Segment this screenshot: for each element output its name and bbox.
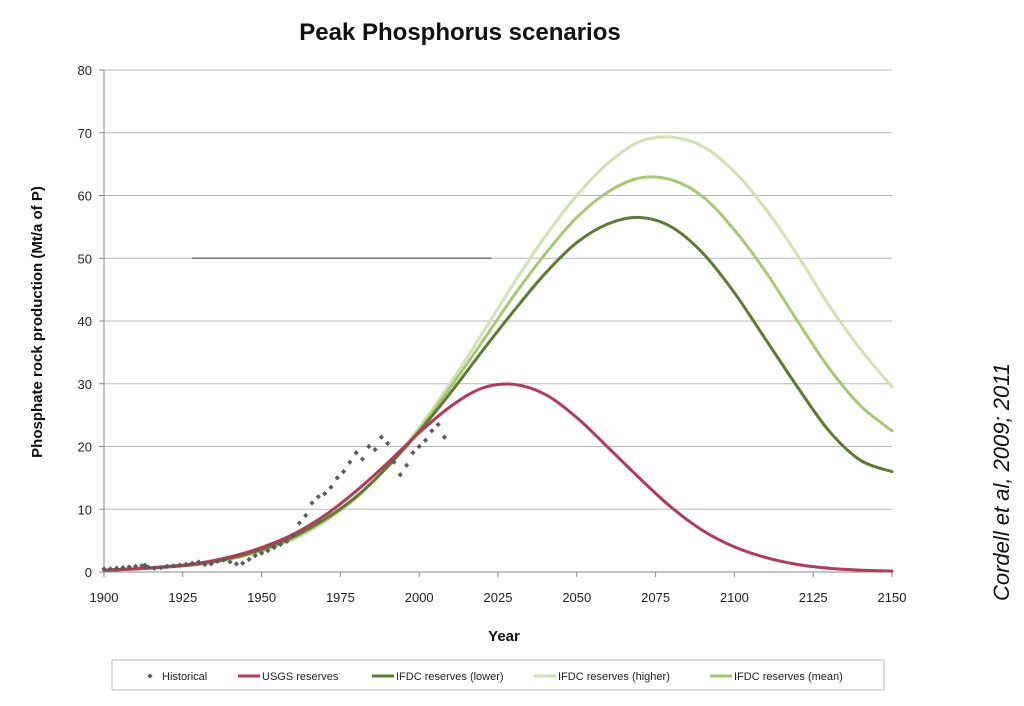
historical-point — [391, 459, 397, 465]
historical-point — [366, 443, 372, 450]
legend-label: Historical — [162, 671, 207, 683]
historical-point — [322, 490, 328, 497]
y-axis-title: Phosphate rock production (Mt/a of P) — [29, 186, 46, 458]
historical-point — [132, 563, 139, 569]
x-tick-label: 2075 — [641, 590, 670, 605]
historical-point — [107, 566, 113, 572]
series-line-usgs-reserves — [102, 382, 894, 573]
historical-point — [145, 564, 151, 570]
historical-point — [195, 559, 202, 565]
historical-point — [101, 566, 107, 572]
historical-point — [265, 548, 271, 554]
historical-point — [221, 557, 227, 563]
historical-point — [177, 562, 183, 568]
historical-point — [303, 512, 309, 519]
legend-label: IFDC reserves (higher) — [558, 671, 670, 683]
historical-point — [227, 559, 233, 565]
historical-point — [277, 541, 284, 547]
historical-point — [429, 428, 435, 434]
historical-point — [340, 469, 347, 475]
historical-point — [202, 561, 208, 568]
historical-point — [416, 443, 422, 450]
historical-point — [126, 564, 132, 570]
x-tick-label: 2100 — [720, 590, 749, 605]
historical-point — [435, 421, 441, 428]
historical-point — [259, 550, 265, 556]
historical-point — [189, 560, 195, 566]
y-tick-label: 80 — [78, 63, 92, 78]
historical-point — [334, 475, 340, 481]
legend-marker-historical — [147, 673, 153, 679]
historical-point — [233, 561, 239, 567]
historical-point — [315, 494, 321, 500]
x-axis-title: Year — [488, 628, 520, 645]
y-tick-label: 60 — [78, 189, 92, 204]
historical-point — [410, 450, 416, 456]
legend-label: IFDC reserves (mean) — [734, 671, 843, 683]
historical-point — [208, 561, 214, 567]
y-tick-label: 30 — [78, 377, 92, 392]
historical-point — [271, 544, 277, 551]
legend-label: USGS reserves — [262, 671, 339, 683]
chart-title: Peak Phosphorus scenarios — [299, 19, 620, 46]
historical-point — [120, 565, 126, 571]
x-tick-label: 2150 — [878, 590, 907, 605]
historical-point — [422, 437, 429, 443]
historical-point — [403, 462, 410, 468]
historical-point — [378, 434, 384, 440]
historical-point — [347, 459, 353, 465]
historical-point — [441, 434, 448, 440]
x-tick-label: 1975 — [326, 590, 355, 605]
x-tick-label: 1950 — [247, 590, 276, 605]
series-historical — [101, 421, 448, 572]
historical-point — [246, 556, 252, 563]
historical-point — [170, 563, 176, 569]
historical-point — [296, 520, 303, 526]
historical-point — [328, 484, 334, 490]
y-tick-label: 10 — [78, 502, 92, 517]
y-tick-label: 20 — [78, 440, 92, 455]
x-tick-label: 2000 — [405, 590, 434, 605]
x-tick-label: 2025 — [484, 590, 513, 605]
historical-point — [114, 565, 120, 571]
historical-point — [397, 472, 403, 478]
legend-label: IFDC reserves (lower) — [396, 671, 504, 683]
series-line-ifdc-reserves-mean — [102, 175, 894, 572]
historical-point — [385, 440, 391, 446]
historical-point — [183, 561, 189, 568]
historical-point — [372, 447, 378, 453]
historical-point — [309, 500, 315, 506]
y-tick-label: 40 — [78, 314, 92, 329]
legend: Historical USGS reserves IFDC reserves (lo… — [111, 659, 885, 691]
series-group — [101, 135, 894, 573]
historical-point — [353, 450, 359, 456]
historical-point — [151, 565, 158, 571]
citation-text: Cordell et al, 2009; 2011 — [989, 363, 1014, 601]
x-tick-label: 1900 — [90, 590, 119, 605]
y-tick-label: 0 — [85, 565, 92, 580]
historical-point — [240, 560, 246, 566]
x-tick-label: 1925 — [168, 590, 197, 605]
historical-point — [284, 538, 290, 544]
x-tick-label: 2050 — [562, 590, 591, 605]
historical-point — [142, 562, 148, 568]
x-tick-label: 2125 — [799, 590, 828, 605]
historical-point — [290, 533, 296, 539]
historical-point — [359, 456, 366, 462]
historical-point — [214, 558, 221, 564]
historical-point — [164, 563, 170, 569]
tick-labels: 0 10 20 30 40 50 60 70 80 1900 1925 1950 1975 2000 202… — [78, 63, 907, 605]
y-tick-label: 70 — [78, 126, 92, 141]
y-tick-label: 50 — [78, 251, 92, 266]
historical-point — [158, 565, 164, 571]
historical-point — [252, 553, 258, 559]
axes — [99, 69, 893, 577]
series-line-ifdc-reserves-lower — [102, 215, 894, 572]
